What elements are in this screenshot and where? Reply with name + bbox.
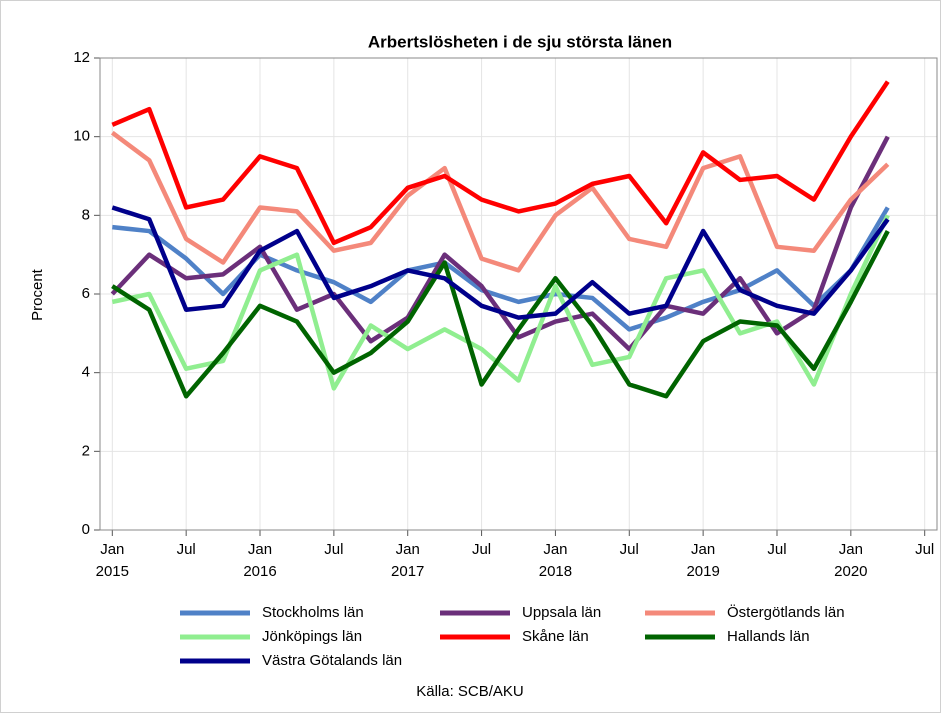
y-tick-label: 4 <box>82 364 90 381</box>
legend-label: Uppsala län <box>522 604 601 621</box>
x-tick-label: Jan <box>691 541 715 558</box>
series-line <box>111 214 890 391</box>
series-line <box>111 205 890 320</box>
x-tick-label: Jul <box>620 541 639 558</box>
x-tick-label: 2015 <box>96 563 129 580</box>
y-tick-label: 0 <box>82 521 90 538</box>
x-tick-label: Jan <box>396 541 420 558</box>
x-tick-label: Jan <box>543 541 567 558</box>
legend-label: Stockholms län <box>262 604 364 621</box>
x-tick-label: 2020 <box>834 563 867 580</box>
legend-label: Hallands län <box>727 628 810 645</box>
x-tick-label: 2017 <box>391 563 424 580</box>
y-tick-label: 8 <box>82 206 90 223</box>
y-tick-label: 6 <box>82 285 90 302</box>
x-tick-label: Jan <box>100 541 124 558</box>
chart-title: Arbertslösheten i de sju största länen <box>368 32 672 51</box>
series-line <box>110 130 890 273</box>
x-tick-label: Jul <box>915 541 934 558</box>
y-axis-label: Procent <box>29 268 46 321</box>
y-tick-label: 2 <box>82 442 90 459</box>
legend-label: Östergötlands län <box>727 603 845 621</box>
legend-label: Västra Götalands län <box>262 652 402 669</box>
y-tick-label: 12 <box>73 49 90 66</box>
legend-label: Jönköpings län <box>262 628 362 645</box>
x-tick-label: Jul <box>324 541 343 558</box>
x-tick-label: Jan <box>839 541 863 558</box>
x-tick-label: 2019 <box>686 563 719 580</box>
x-tick-label: Jul <box>177 541 196 558</box>
series-line <box>111 230 890 399</box>
x-tick-label: Jul <box>472 541 491 558</box>
source: Källa: SCB/AKU <box>416 683 524 700</box>
x-tick-label: 2018 <box>539 563 572 580</box>
x-tick-label: 2016 <box>243 563 276 580</box>
legend-label: Skåne län <box>522 628 589 645</box>
series-line <box>111 80 890 246</box>
y-tick-label: 10 <box>73 128 90 145</box>
x-tick-label: Jul <box>767 541 786 558</box>
plot-border <box>99 57 938 531</box>
x-tick-label: Jan <box>248 541 272 558</box>
